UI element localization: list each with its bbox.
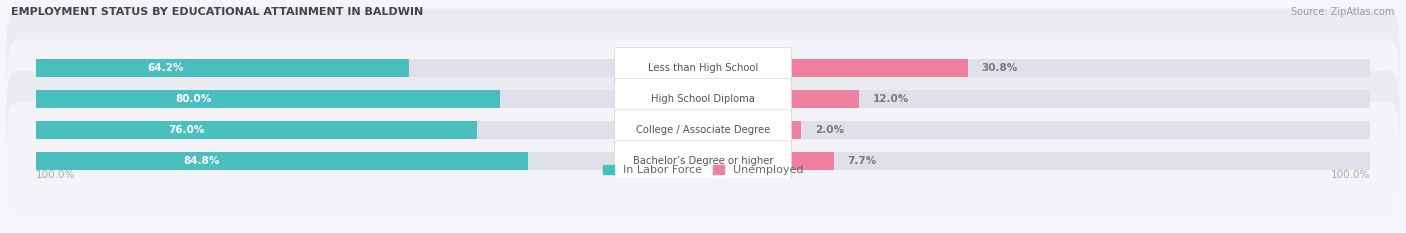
FancyBboxPatch shape	[37, 58, 409, 77]
FancyBboxPatch shape	[790, 58, 1369, 77]
FancyBboxPatch shape	[6, 71, 1400, 189]
FancyBboxPatch shape	[37, 89, 501, 108]
FancyBboxPatch shape	[614, 48, 792, 88]
Text: 100.0%: 100.0%	[1330, 170, 1369, 180]
Text: Bachelor’s Degree or higher: Bachelor’s Degree or higher	[633, 156, 773, 166]
Text: 80.0%: 80.0%	[176, 94, 212, 104]
Text: EMPLOYMENT STATUS BY EDUCATIONAL ATTAINMENT IN BALDWIN: EMPLOYMENT STATUS BY EDUCATIONAL ATTAINM…	[11, 7, 423, 17]
FancyBboxPatch shape	[790, 89, 1369, 108]
FancyBboxPatch shape	[614, 141, 792, 181]
FancyBboxPatch shape	[6, 9, 1400, 127]
FancyBboxPatch shape	[614, 110, 792, 150]
Text: 2.0%: 2.0%	[814, 125, 844, 135]
FancyBboxPatch shape	[37, 58, 616, 77]
FancyBboxPatch shape	[37, 121, 477, 139]
FancyBboxPatch shape	[37, 121, 616, 139]
Text: College / Associate Degree: College / Associate Degree	[636, 125, 770, 135]
Text: 7.7%: 7.7%	[848, 156, 877, 166]
Text: Less than High School: Less than High School	[648, 63, 758, 73]
Text: 100.0%: 100.0%	[37, 170, 76, 180]
Text: 64.2%: 64.2%	[148, 63, 184, 73]
FancyBboxPatch shape	[790, 121, 1369, 139]
Text: Source: ZipAtlas.com: Source: ZipAtlas.com	[1291, 7, 1395, 17]
Text: 76.0%: 76.0%	[169, 125, 205, 135]
FancyBboxPatch shape	[6, 102, 1400, 220]
Text: 30.8%: 30.8%	[981, 63, 1018, 73]
FancyBboxPatch shape	[790, 152, 834, 170]
Legend: In Labor Force, Unemployed: In Labor Force, Unemployed	[598, 161, 808, 180]
FancyBboxPatch shape	[37, 152, 616, 170]
Text: High School Diploma: High School Diploma	[651, 94, 755, 104]
FancyBboxPatch shape	[6, 40, 1400, 158]
Text: 84.8%: 84.8%	[184, 156, 221, 166]
FancyBboxPatch shape	[37, 89, 616, 108]
FancyBboxPatch shape	[37, 152, 529, 170]
FancyBboxPatch shape	[790, 58, 969, 77]
FancyBboxPatch shape	[790, 121, 801, 139]
FancyBboxPatch shape	[790, 152, 1369, 170]
Text: 12.0%: 12.0%	[873, 94, 908, 104]
FancyBboxPatch shape	[614, 79, 792, 119]
FancyBboxPatch shape	[790, 89, 859, 108]
